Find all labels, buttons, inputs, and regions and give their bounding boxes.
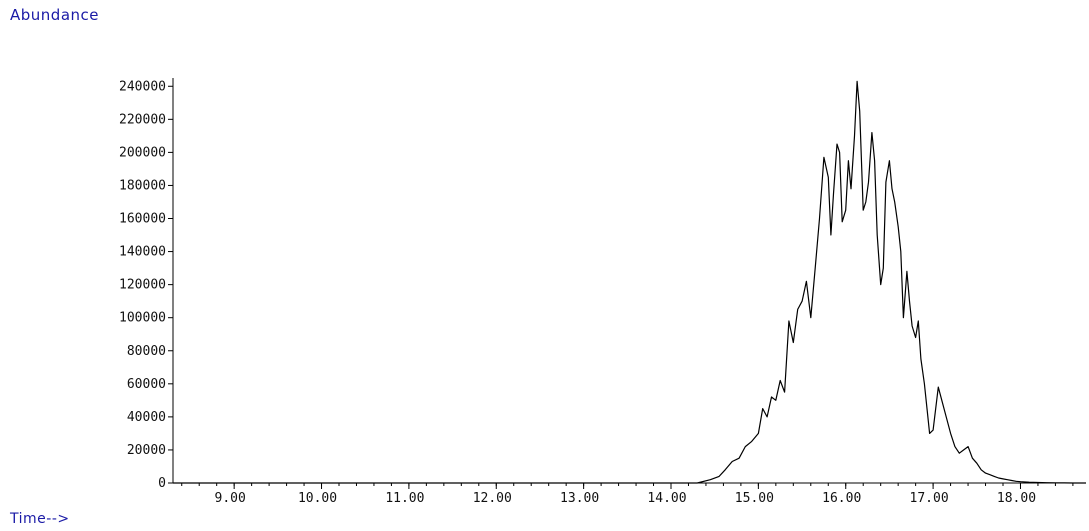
y-tick-label: 200000 xyxy=(119,145,166,160)
y-tick-label: 240000 xyxy=(119,79,166,94)
x-tick-label: 10.00 xyxy=(298,491,337,506)
x-tick-label: 11.00 xyxy=(385,491,424,506)
y-tick-label: 140000 xyxy=(119,245,166,260)
y-tick-label: 40000 xyxy=(127,410,166,425)
y-tick-label: 0 xyxy=(158,476,166,491)
x-tick-label: 14.00 xyxy=(647,491,686,506)
x-tick-label: 12.00 xyxy=(473,491,512,506)
y-tick-label: 20000 xyxy=(127,443,166,458)
x-tick-label: 17.00 xyxy=(910,491,949,506)
y-tick-label: 100000 xyxy=(119,311,166,326)
y-tick-label: 60000 xyxy=(127,377,166,392)
series-line xyxy=(173,80,1086,484)
x-tick-label: 9.00 xyxy=(215,491,246,506)
y-tick-label: 160000 xyxy=(119,212,166,227)
y-tick-label: 80000 xyxy=(127,344,166,359)
x-tick-label: 13.00 xyxy=(560,491,599,506)
y-axis-label: Abundance xyxy=(10,6,99,24)
y-tick-label: 180000 xyxy=(119,178,166,193)
x-tick-label: 18.00 xyxy=(997,491,1036,506)
x-tick-label: 16.00 xyxy=(822,491,861,506)
x-axis-label: Time--> xyxy=(10,511,70,527)
x-tick-label: 15.00 xyxy=(735,491,774,506)
y-tick-label: 120000 xyxy=(119,278,166,293)
y-tick-label: 220000 xyxy=(119,112,166,127)
